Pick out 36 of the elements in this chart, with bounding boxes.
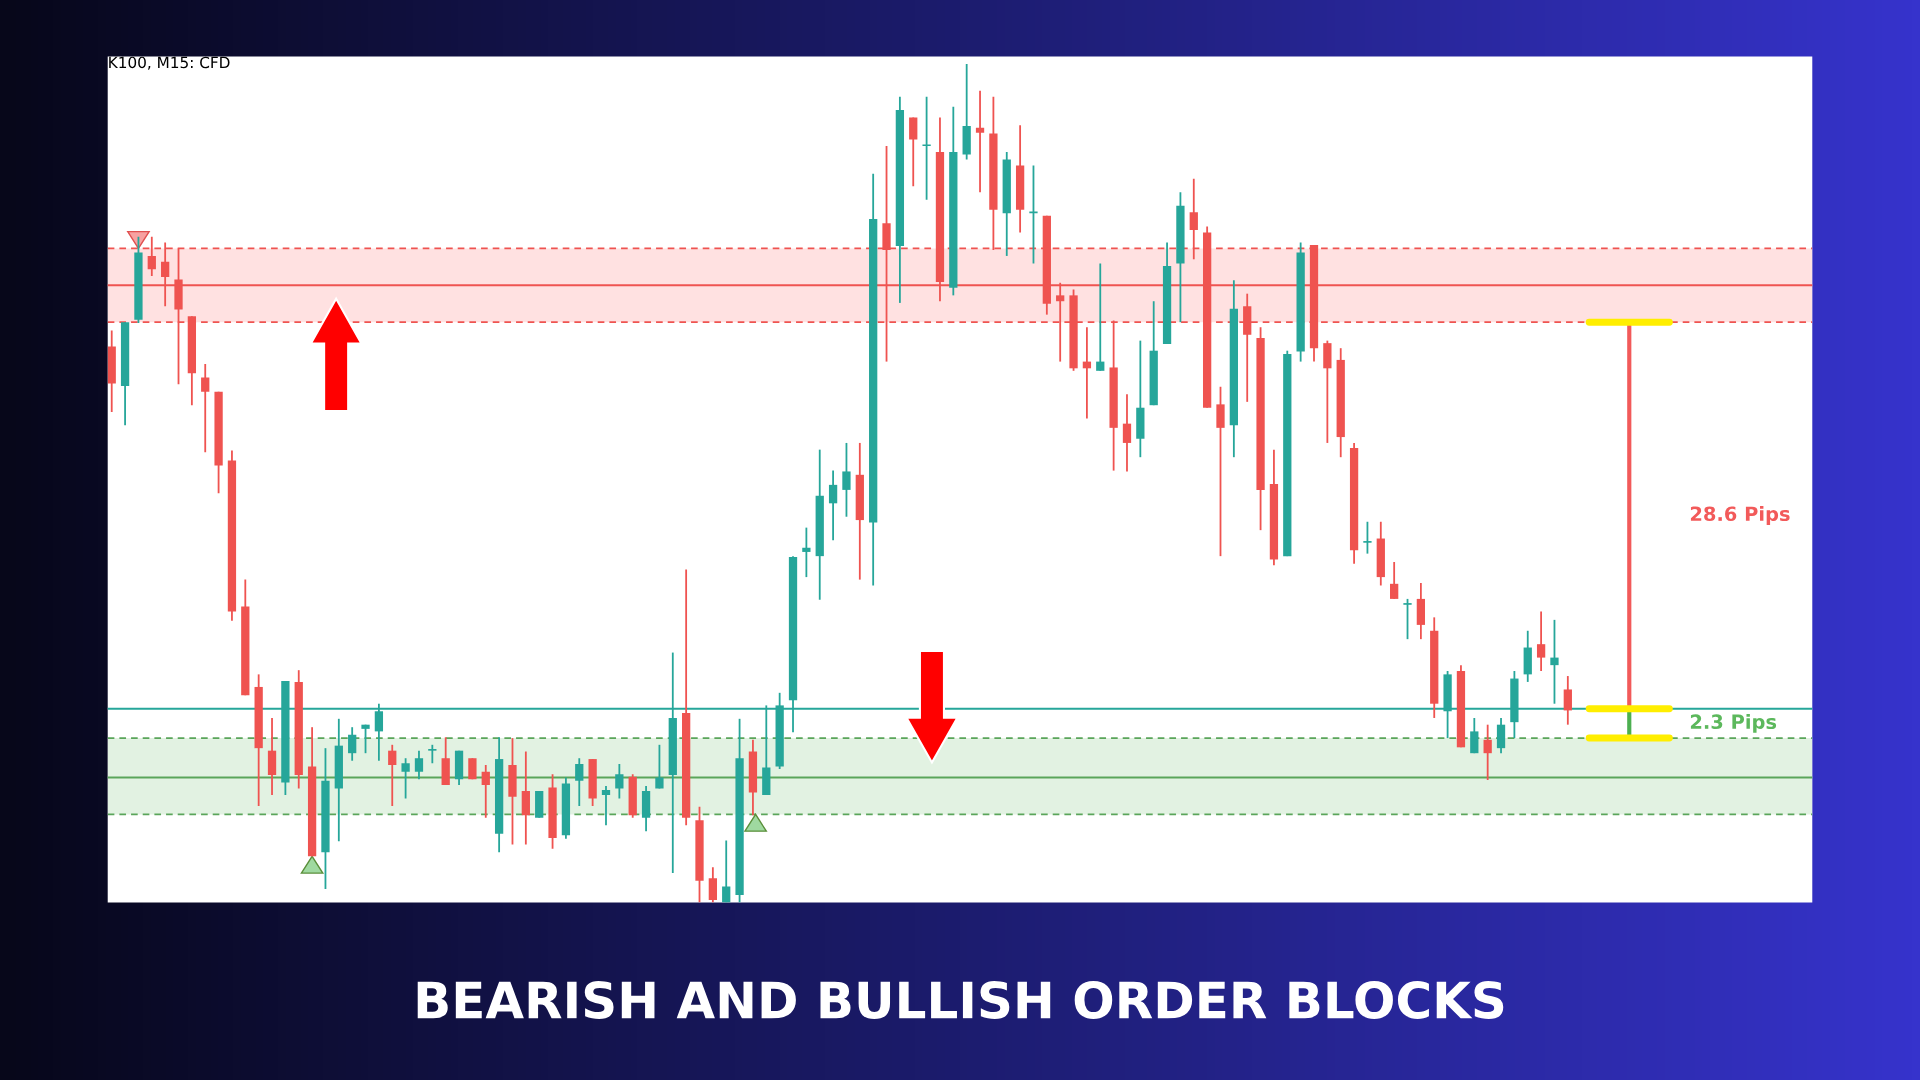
- candlestick: [1390, 561, 1399, 600]
- candlestick: [1216, 385, 1225, 558]
- candlestick: [601, 784, 611, 827]
- candlestick: [1096, 262, 1105, 372]
- candlestick: [802, 526, 811, 579]
- candlestick: [975, 89, 985, 194]
- annotation: K100, M15: CFD: [109, 56, 230, 70]
- text: 2.3 Pips: [1690, 714, 1777, 733]
- candlestick: [1496, 717, 1506, 755]
- candlestick: [1403, 597, 1412, 641]
- candlestick: [414, 749, 424, 781]
- candlestick: [828, 469, 838, 542]
- candlestick: [722, 839, 731, 903]
- candlestick: [909, 116, 918, 188]
- candlestick: [201, 363, 210, 454]
- text: 28.6 Pips: [1690, 506, 1790, 525]
- candlestick: [842, 442, 851, 518]
- candlestick: [348, 726, 357, 762]
- candlestick: [922, 95, 931, 201]
- candlestick: [1483, 723, 1492, 781]
- candlestick: [575, 757, 584, 807]
- candlestick: [615, 763, 624, 800]
- candlestick: [708, 866, 717, 903]
- candlestick: [401, 757, 410, 800]
- candlestick: [481, 764, 490, 819]
- candlestick: [1550, 618, 1559, 705]
- candlestick: [1563, 675, 1572, 726]
- candlestick: [1470, 717, 1479, 755]
- candlestick: [1122, 393, 1132, 473]
- candlestick: [428, 743, 437, 765]
- candlestick: [388, 743, 397, 807]
- candlestick: [1363, 520, 1372, 555]
- candlestick: [361, 723, 370, 755]
- candlestick: [1536, 610, 1546, 672]
- candlestick: [655, 743, 664, 790]
- text: BEARISH AND BULLISH ORDER BLOCKS: [417, 981, 1504, 1019]
